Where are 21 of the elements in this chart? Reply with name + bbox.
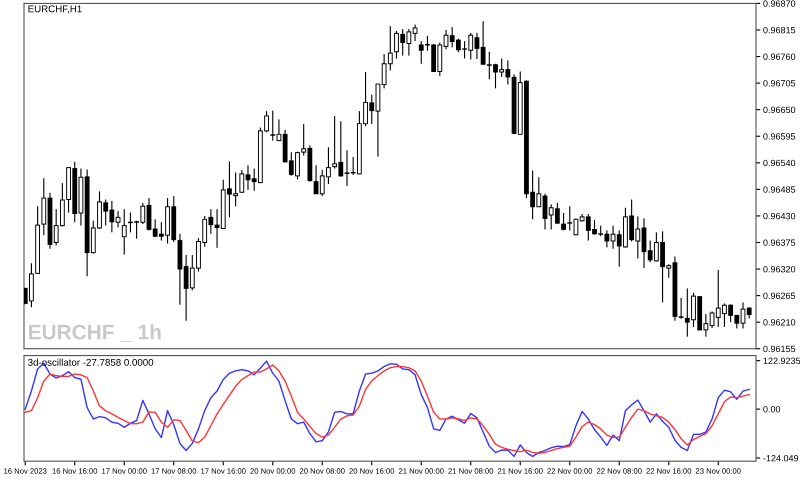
y-tick-label: 0.96595 [763, 133, 796, 140]
y-tick-label: -124.049 [763, 454, 798, 462]
y-tick-label: 0.96815 [763, 26, 796, 34]
y-tick-label: 0.96155 [763, 346, 796, 352]
chart-title: 3d-oscillator -27.7858 0.0000 [28, 358, 154, 366]
y-tick-label: 0.96650 [763, 106, 796, 114]
chart-title: EURCHF,H1 [28, 5, 82, 14]
y-tick-label: 0.96210 [763, 319, 796, 326]
y-tick-label: 0.96485 [763, 186, 796, 193]
y-tick-label: 0.96265 [763, 292, 796, 299]
y-tick-label: 122.9235 [764, 358, 800, 364]
y-tick-label: 0.96320 [763, 266, 796, 272]
y-tick-label: 0.96430 [763, 212, 796, 220]
y-tick-label: 0.96540 [763, 160, 796, 166]
y-tick-label: 0.96705 [763, 80, 796, 86]
y-tick-label: 0.96760 [763, 54, 796, 60]
y-tick-label: 0.00 [763, 406, 780, 412]
candlestick [561, 212, 566, 231]
y-tick-label: 0.96375 [763, 239, 796, 246]
candlestick [122, 208, 127, 256]
y-tick-label: 0.96870 [763, 0, 796, 7]
